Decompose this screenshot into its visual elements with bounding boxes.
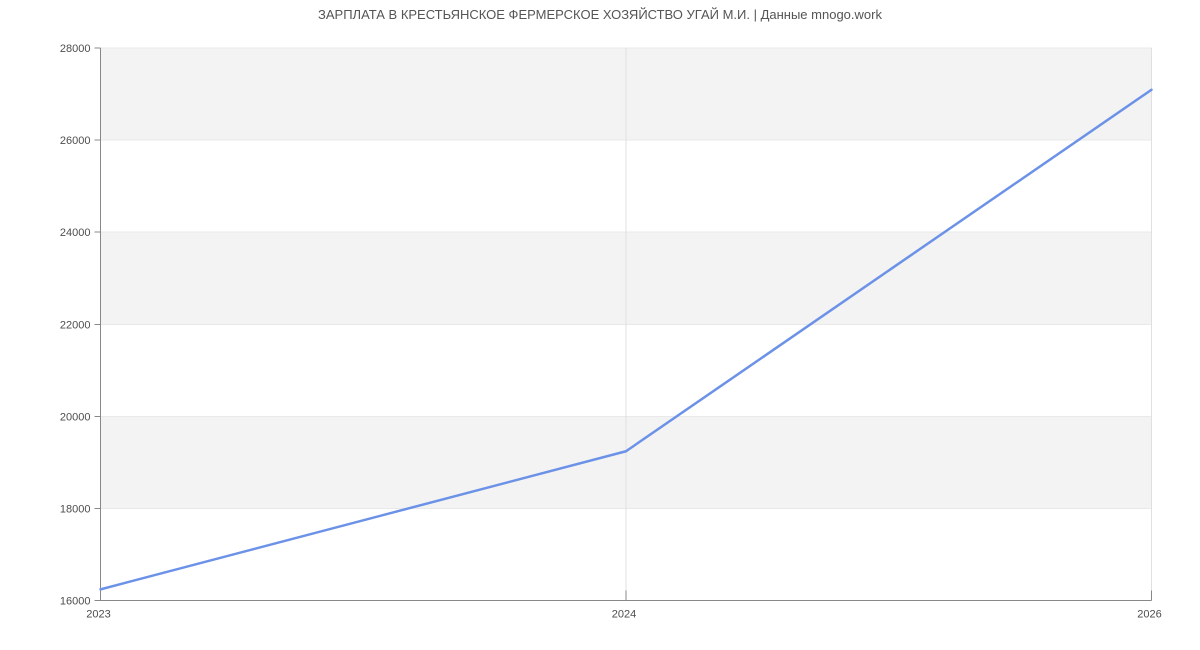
y-tick-label: 20000 bbox=[60, 411, 91, 423]
x-tick-label: 2024 bbox=[612, 609, 636, 621]
y-tick-label: 18000 bbox=[60, 503, 91, 515]
y-tick-label: 26000 bbox=[60, 135, 91, 147]
salary-series-line bbox=[99, 88, 1153, 591]
y-tick-label: 28000 bbox=[60, 43, 91, 55]
chart-title: ЗАРПЛАТА В КРЕСТЬЯНСКОЕ ФЕРМЕРСКОЕ ХОЗЯЙ… bbox=[318, 7, 882, 22]
y-tick-label: 16000 bbox=[60, 596, 91, 608]
x-tick-label: 2026 bbox=[1137, 609, 1161, 621]
y-tick-label: 22000 bbox=[60, 319, 91, 331]
x-tick-label: 2023 bbox=[86, 609, 110, 621]
y-tick-label: 24000 bbox=[60, 227, 91, 239]
